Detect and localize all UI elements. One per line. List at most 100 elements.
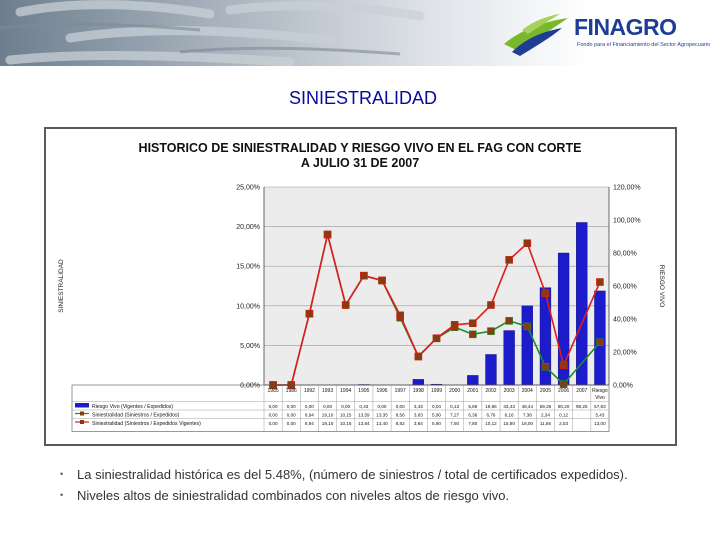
- chart-title-line1: HISTORICO DE SINIESTRALIDAD Y RIESGO VIV…: [139, 141, 582, 155]
- point: [505, 317, 513, 325]
- legend-entry: Riesgo Vivo (Vigentes / Expedidos): [92, 404, 173, 410]
- point: [596, 278, 604, 286]
- x-tick-label: 1995: [358, 388, 369, 394]
- data-label: 3,43: [414, 404, 423, 409]
- data-label: 0,00: [305, 404, 314, 409]
- point: [396, 311, 404, 320]
- table-border: [71, 384, 610, 432]
- data-label: 3,63: [414, 413, 423, 418]
- x-tick-label: 2001: [467, 388, 478, 394]
- data-label: 13,40: [376, 421, 388, 426]
- bullet-list: • La siniestralidad histórica es del 5.4…: [60, 464, 710, 506]
- x-tick-label: 1996: [376, 388, 387, 394]
- data-label: 19,86: [485, 404, 497, 409]
- data-label: 0,00: [341, 404, 350, 409]
- x-tick-label: 2005: [540, 388, 551, 394]
- data-label: 19,10: [322, 413, 334, 418]
- point: [341, 301, 350, 309]
- data-label: 0,00: [323, 404, 332, 409]
- data-label: 8,56: [396, 413, 405, 418]
- data-label: 10,12: [485, 421, 497, 426]
- y-tick-label-left: 10,00%: [236, 303, 260, 310]
- data-label: 0,00: [269, 404, 278, 409]
- x-tick-label: 1985: [268, 388, 279, 394]
- y-tick-label-right: 80,00%: [613, 251, 637, 258]
- data-label: 0,00: [269, 421, 278, 426]
- data-label: 10,16: [340, 421, 352, 426]
- data-label: 5,90: [432, 413, 441, 418]
- data-label: 15,80: [503, 421, 515, 426]
- data-label: 5,43: [595, 413, 604, 418]
- data-label: 13,35: [376, 413, 388, 418]
- data-label: 7,80: [468, 421, 477, 426]
- point: [469, 330, 477, 339]
- data-label: 8,16: [505, 413, 514, 418]
- y-tick-label-right: 40,00%: [613, 317, 637, 324]
- x-tick-label: 2007: [576, 388, 587, 394]
- x-tick-label: Vivo: [595, 395, 605, 401]
- point: [523, 239, 532, 248]
- data-label: 13,59: [358, 413, 370, 418]
- data-label: 0,43: [359, 404, 368, 409]
- gridlines: [264, 186, 609, 386]
- bullet-marker: •: [60, 490, 64, 500]
- data-label: 0,00: [396, 404, 405, 409]
- data-label: 0,00: [287, 413, 296, 418]
- data-label: 80,20: [558, 404, 570, 409]
- legend-entry: Siniestralidad (Siniestros / Expedidos): [92, 413, 180, 419]
- logo-subtitle: Fondo para el Financiamiento del Sector …: [577, 42, 710, 48]
- bar: [521, 305, 533, 386]
- y-tick-label-left: 0,00%: [240, 383, 260, 390]
- data-label: 0,04: [432, 404, 441, 409]
- data-label: 6,36: [468, 413, 477, 418]
- x-tick-label: 1994: [340, 388, 351, 394]
- bar: [467, 375, 479, 386]
- data-label: 0,00: [378, 404, 387, 409]
- slide-title: SINIESTRALIDAD: [288, 88, 438, 108]
- data-label: 98,25: [576, 404, 588, 409]
- data-label: 0,12: [559, 413, 568, 418]
- point: [378, 276, 386, 285]
- bar: [485, 354, 497, 386]
- data-label: 5,86: [468, 404, 477, 409]
- bar: [594, 290, 606, 386]
- point: [323, 230, 332, 239]
- x-tick-label: 2002: [485, 388, 496, 394]
- line-series: [269, 230, 604, 389]
- bar: [503, 330, 515, 386]
- bullet-marker: •: [60, 469, 64, 479]
- data-table: 1985 1986 1992 1993 1994 1995 1996 1997 1998 1999…: [71, 384, 610, 432]
- data-label: 8,82: [396, 421, 405, 426]
- finagro-logo: FINAGRO Fondo para el Financiamiento del…: [498, 8, 710, 58]
- x-tick-label: 1998: [413, 388, 424, 394]
- data-label: 7,60: [450, 421, 459, 426]
- y-tick-label-right: 60,00%: [613, 284, 637, 291]
- point: [541, 289, 550, 297]
- legend-entry: Siniestralidad (Siniestros / Expedidos V…: [92, 421, 201, 427]
- stone-texture: [0, 0, 425, 66]
- data-label: 0,00: [287, 404, 296, 409]
- x-tick-label: 2003: [504, 388, 515, 394]
- x-tick-label: 1992: [304, 388, 315, 394]
- data-label: 0,00: [287, 421, 296, 426]
- bullet-text: La siniestralidad histórica es del 5.48%…: [77, 467, 628, 482]
- series-line: [273, 234, 601, 386]
- data-label: 2,53: [559, 421, 568, 426]
- data-label: 11,65: [540, 421, 552, 426]
- data-label: 59,25: [540, 404, 552, 409]
- finagro-leaf-icon: [504, 14, 568, 56]
- x-tick-label: 1999: [431, 388, 442, 394]
- y-tick-label-left: 15,00%: [236, 264, 260, 271]
- data-label: 13,84: [358, 421, 370, 426]
- header-band: FINAGRO Fondo para el Financiamiento del…: [0, 0, 720, 66]
- point: [541, 362, 550, 371]
- data-label: 2,34: [541, 413, 550, 418]
- y-axis-label-left: SINIESTRALIDAD: [58, 259, 65, 313]
- data-label: 7,38: [523, 413, 532, 418]
- y-tick-label-left: 5,00%: [240, 343, 260, 350]
- y-tick-label-right: 0,00%: [613, 383, 633, 390]
- x-tick-label: 1997: [395, 388, 406, 394]
- point: [505, 256, 513, 264]
- data-label: 13,00: [594, 421, 606, 426]
- legend-swatch-bar: [75, 403, 89, 408]
